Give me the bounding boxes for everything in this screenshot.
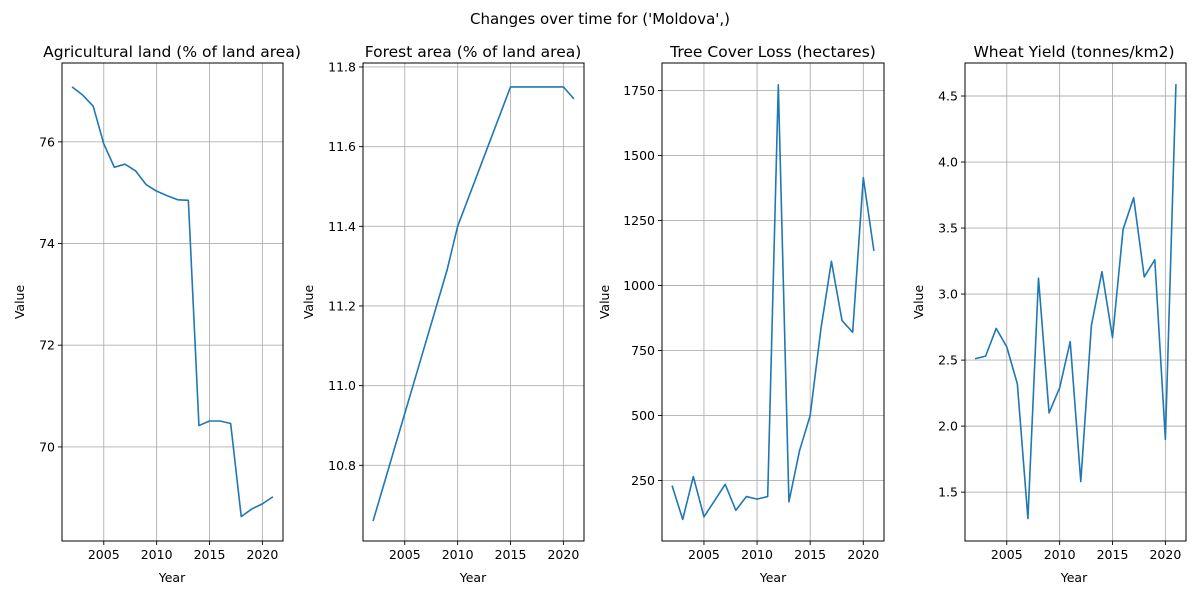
y-tick-label: 70: [39, 439, 55, 454]
x-tick-label: 2010: [1044, 547, 1076, 562]
y-axis-label: Value: [12, 285, 27, 320]
y-tick-label: 10.8: [328, 458, 356, 473]
y-tick-label: 3.5: [938, 221, 958, 236]
y-tick-label: 4.5: [938, 89, 958, 104]
y-tick-label: 2.0: [938, 419, 958, 434]
y-tick-label: 2.5: [938, 353, 958, 368]
x-tick-label: 2005: [88, 547, 120, 562]
x-tick-label: 2015: [1097, 547, 1129, 562]
x-axis-label: Year: [158, 570, 186, 585]
axes-frame: [964, 62, 1187, 542]
y-tick-label: 500: [631, 408, 655, 423]
x-axis-label: Year: [1060, 570, 1088, 585]
y-axis-label: Value: [597, 285, 612, 320]
axes-frame: [362, 62, 585, 542]
y-tick-label: 3.0: [938, 287, 958, 302]
series-line: [974, 84, 1177, 520]
y-tick-label: 4.0: [938, 155, 958, 170]
panel-title: Tree Cover Loss (hectares): [669, 43, 876, 61]
axes-frame: [61, 62, 284, 542]
panel-title: Forest area (% of land area): [365, 43, 582, 61]
x-tick-label: 2010: [741, 547, 773, 562]
y-tick-label: 72: [39, 338, 55, 353]
x-tick-label: 2010: [442, 547, 474, 562]
y-axis-label: Value: [911, 285, 926, 320]
y-tick-label: 74: [39, 236, 55, 251]
panel-title: Wheat Yield (tonnes/km2): [973, 43, 1174, 61]
x-tick-label: 2010: [141, 547, 173, 562]
panel-title: Agricultural land (% of land area): [43, 43, 301, 61]
x-tick-label: 2015: [194, 547, 226, 562]
panel-forest-area: Forest area (% of land area) Year Value …: [301, 43, 585, 585]
y-tick-label: 750: [631, 343, 655, 358]
x-tick-label: 2005: [688, 547, 720, 562]
x-tick-label: 2015: [794, 547, 826, 562]
panel-agricultural-land: Agricultural land (% of land area) Year …: [12, 43, 301, 585]
y-tick-label: 250: [631, 473, 655, 488]
x-tick-label: 2020: [547, 547, 579, 562]
y-tick-label: 1250: [623, 213, 655, 228]
series-line: [671, 84, 875, 521]
y-axis-label: Value: [301, 285, 316, 320]
x-tick-label: 2020: [847, 547, 879, 562]
y-tick-label: 1.5: [938, 485, 958, 500]
x-tick-label: 2015: [495, 547, 527, 562]
x-tick-label: 2005: [389, 547, 421, 562]
x-axis-label: Year: [759, 570, 787, 585]
x-tick-label: 2005: [991, 547, 1023, 562]
y-tick-label: 76: [39, 134, 55, 149]
axes-frame: [661, 62, 885, 542]
y-tick-label: 11.4: [328, 219, 356, 234]
y-tick-label: 11.2: [328, 298, 356, 313]
y-tick-label: 11.6: [328, 139, 356, 154]
figure-title: Changes over time for ('Moldova',): [470, 10, 730, 28]
x-tick-label: 2020: [1149, 547, 1181, 562]
y-tick-label: 1750: [623, 83, 655, 98]
panel-wheat-yield: Wheat Yield (tonnes/km2) Year Value 2005…: [911, 43, 1187, 585]
y-tick-label: 11.0: [328, 378, 356, 393]
y-tick-label: 1000: [623, 278, 655, 293]
y-tick-label: 11.8: [328, 59, 356, 74]
x-tick-label: 2020: [246, 547, 278, 562]
series-line: [71, 86, 274, 518]
series-line: [372, 86, 575, 522]
x-axis-label: Year: [459, 570, 487, 585]
y-tick-label: 1500: [623, 148, 655, 163]
panel-tree-cover-loss: Tree Cover Loss (hectares) Year Value 20…: [597, 43, 885, 585]
